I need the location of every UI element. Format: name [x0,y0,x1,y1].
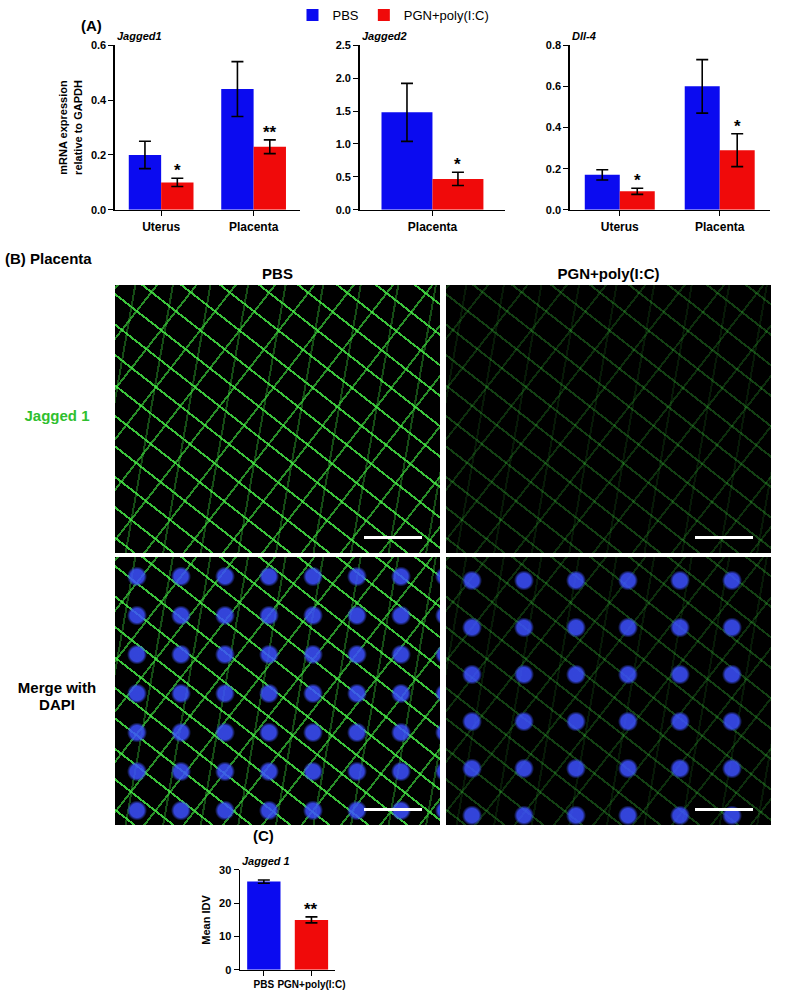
svg-text:PGN+poly(I:C): PGN+poly(I:C) [404,8,489,23]
svg-text:Jagged 1: Jagged 1 [242,855,290,867]
svg-text:mRNA expressionrelative to GAP: mRNA expressionrelative to GAPDH [58,80,84,175]
svg-text:*: * [174,161,181,180]
svg-text:**: ** [304,900,318,919]
html-text:PGN+poly(I:C): PGN+poly(I:C) [557,265,660,282]
svg-text:0.6: 0.6 [91,39,106,51]
svg-text:0.4: 0.4 [546,121,562,133]
svg-text:PBS: PBS [333,8,359,23]
svg-text:0.0: 0.0 [336,204,351,216]
svg-text:1.5: 1.5 [336,105,351,117]
svg-text:Placenta: Placenta [229,220,279,234]
html-text:(B) Placenta: (B) Placenta [5,250,92,267]
html-text:Merge with DAPI: Merge with DAPI [17,679,97,713]
html-text:Jagged 1: Jagged 1 [24,407,90,424]
svg-text:Dll-4: Dll-4 [572,30,596,42]
svg-text:Uterus: Uterus [142,220,180,234]
svg-text:0.0: 0.0 [546,204,561,216]
svg-text:1.0: 1.0 [336,138,351,150]
svg-text:0.5: 0.5 [336,171,351,183]
svg-text:Mean IDV: Mean IDV [200,894,212,944]
svg-text:20: 20 [219,897,231,909]
svg-text:2.5: 2.5 [336,39,351,51]
svg-text:2.0: 2.0 [336,72,351,84]
svg-text:0.0: 0.0 [91,204,106,216]
svg-text:0.6: 0.6 [546,80,561,92]
svg-text:Jagged1: Jagged1 [117,30,162,42]
svg-text:PBS: PBS [254,979,275,990]
svg-text:*: * [454,155,461,174]
svg-text:Uterus: Uterus [601,220,639,234]
svg-text:Placenta: Placenta [695,220,745,234]
svg-text:0.2: 0.2 [546,163,561,175]
svg-text:Placenta: Placenta [408,220,458,234]
svg-text:0: 0 [225,964,231,976]
svg-text:30: 30 [219,864,231,876]
svg-text:Jagged2: Jagged2 [362,30,407,42]
svg-text:10: 10 [219,930,231,942]
svg-text:*: * [634,171,641,190]
svg-text:(A): (A) [81,17,102,34]
svg-text:PGN+poly(I:C): PGN+poly(I:C) [277,979,345,990]
svg-text:**: ** [263,123,277,142]
html-text:PBS: PBS [262,265,293,282]
svg-text:*: * [734,117,741,136]
svg-text:(C): (C) [253,827,274,844]
svg-text:0.8: 0.8 [546,39,561,51]
svg-text:0.4: 0.4 [91,94,107,106]
svg-text:0.2: 0.2 [91,149,106,161]
